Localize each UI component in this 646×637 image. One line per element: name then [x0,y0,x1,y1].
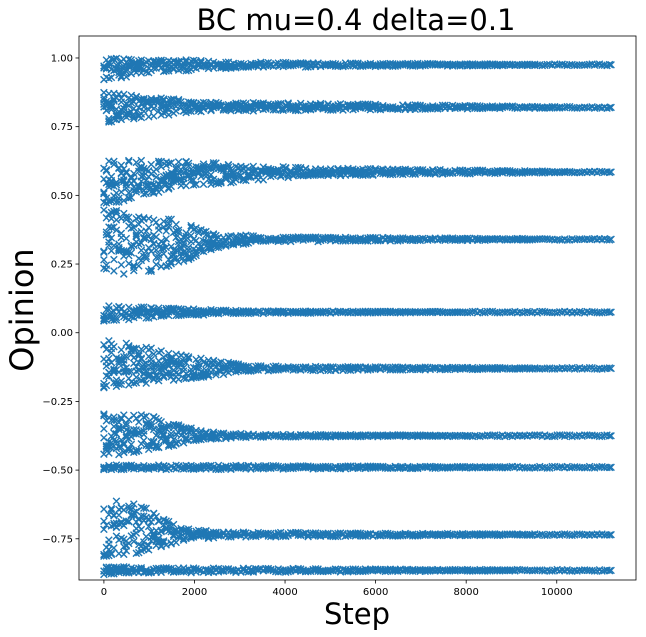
opinion-cluster-series [100,206,615,278]
x-tick-label: 2000 [182,587,207,598]
x-axis-ticks: 0 2000 4000 6000 8000 10000 [101,580,573,598]
final-opinion-marker [607,566,615,575]
x-tick-label: 4000 [272,587,297,598]
opinion-cluster-series [100,302,615,325]
x-marker-points [100,410,614,459]
chart-title: BC mu=0.4 delta=0.1 [197,3,516,37]
marker-layer [100,54,615,579]
x-marker-points [100,54,614,84]
x-marker-points [100,88,614,126]
opinion-cluster-series [100,54,615,84]
y-tick-label: 0.00 [51,328,73,339]
y-tick-label: −0.25 [42,397,73,408]
x-tick-label: 8000 [453,587,478,598]
y-axis-ticks: −0.75 −0.50 −0.25 0.00 0.25 0.50 0.75 1.00 [42,53,79,545]
y-tick-label: 0.75 [51,122,73,133]
x-axis-label: Step [324,597,390,631]
final-opinion-marker [607,463,615,472]
y-tick-label: 0.50 [51,191,73,202]
final-opinion-marker [607,168,615,176]
x-marker-points [100,302,614,325]
final-opinion-marker [607,103,615,112]
x-tick-label: 10000 [541,587,573,598]
y-tick-label: −0.50 [42,466,73,477]
final-opinion-marker [607,530,615,539]
opinion-cluster-series [100,497,615,560]
final-opinion-marker [607,61,615,69]
y-tick-label: −0.75 [42,534,73,545]
x-marker-points [100,206,614,278]
x-marker-points [100,337,614,392]
y-tick-label: 0.25 [51,260,73,271]
final-opinion-marker [607,431,615,440]
opinion-cluster-series [100,461,615,474]
x-tick-label: 0 [101,587,107,598]
opinion-cluster-series [100,156,615,207]
opinion-cluster-series [100,410,615,459]
final-opinion-marker [607,364,615,373]
opinion-cluster-series [100,563,615,579]
plot-area-frame [78,35,637,581]
x-tick-label: 6000 [363,587,388,598]
final-opinion-marker [607,235,615,244]
final-opinion-marker [607,308,615,316]
opinion-cluster-series [100,88,615,126]
opinion-cluster-series [100,337,615,392]
y-axis-label: Opinion [3,248,41,371]
x-marker-points [100,156,614,207]
x-marker-points [100,563,614,579]
x-marker-points [100,461,614,474]
x-marker-points [100,497,614,560]
y-tick-label: 1.00 [51,53,73,64]
